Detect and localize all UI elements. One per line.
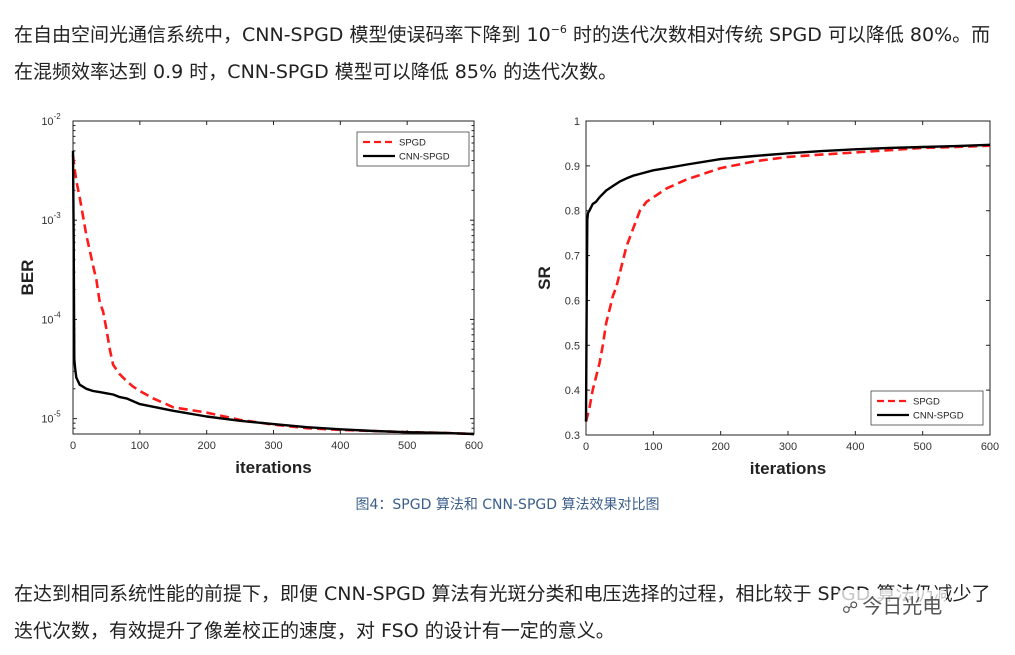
x-tick-label: 500 bbox=[398, 440, 416, 452]
x-axis-label: iterations bbox=[235, 458, 312, 477]
watermark-text: 今日光电 bbox=[862, 594, 943, 618]
y-tick-label: 10-4 bbox=[41, 310, 61, 326]
chart-ber: 0 100 200 300 400 500 600 10-5 10-4 10-3 10-2 itera… bbox=[18, 112, 483, 477]
wechat-icon: ☍ bbox=[842, 598, 859, 617]
x-tick-label: 100 bbox=[644, 441, 662, 453]
x-tick-label: 0 bbox=[583, 441, 589, 453]
y-axis-label: SR bbox=[535, 266, 554, 290]
x-tick-label: 200 bbox=[197, 440, 215, 452]
x-tick-label: 600 bbox=[465, 440, 483, 452]
y-tick-label: 0.3 bbox=[565, 430, 580, 442]
intro-paragraph: 在自由空间光通信系统中，CNN-SPGD 模型使误码率下降到 10−6 时的迭代… bbox=[14, 11, 1004, 91]
y-tick-label: 0.6 bbox=[565, 295, 580, 307]
conclusion-paragraph: 在达到相同系统性能的前提下，即便 CNN-SPGD 算法有光斑分类和电压选择的过… bbox=[14, 583, 991, 642]
intro-text-b: 时的迭代次数相对传统 SPGD 可以降低 80%。而在混频效率达到 0.9 时，… bbox=[14, 24, 991, 83]
y-tick-label: 10-2 bbox=[41, 112, 61, 128]
legend-label: CNN-SPGD bbox=[399, 152, 450, 163]
legend-label: CNN-SPGD bbox=[913, 411, 964, 422]
legend-label: SPGD bbox=[399, 138, 426, 149]
x-tick-label: 300 bbox=[779, 441, 797, 453]
legend-box bbox=[356, 131, 470, 167]
y-tick-label: 0.9 bbox=[565, 161, 580, 173]
legend-box bbox=[870, 390, 984, 426]
comparison-figure: 0 100 200 300 400 500 600 10-5 10-4 10-3 10-2 itera… bbox=[18, 112, 999, 478]
y-tick-label: 0.4 bbox=[565, 385, 580, 397]
legend: SPGD CNN-SPGD bbox=[870, 390, 984, 426]
x-tick-label: 0 bbox=[70, 440, 76, 452]
intro-text-a: 在自由空间光通信系统中，CNN-SPGD 模型使误码率下降到 10 bbox=[14, 24, 551, 46]
x-axis-label: iterations bbox=[750, 459, 827, 478]
watermark: ☍ 今日光电 bbox=[838, 590, 947, 619]
y-tick-label: 1 bbox=[574, 116, 580, 128]
figure-caption: 图4：SPGD 算法和 CNN-SPGD 算法效果对比图 bbox=[355, 497, 660, 513]
series-line-cnn-spgd bbox=[71, 150, 475, 436]
x-tick-label: 300 bbox=[264, 440, 282, 452]
plot-frame bbox=[72, 120, 475, 435]
x-tick-label: 100 bbox=[131, 440, 149, 452]
intro-exponent: −6 bbox=[550, 23, 567, 36]
y-tick-label: 10-3 bbox=[41, 211, 61, 227]
legend-label: SPGD bbox=[913, 397, 940, 408]
chart-sr: 0 100 200 300 400 500 600 0.3 0.4 0.5 0.6 0.7 0.8 0.9… bbox=[535, 116, 999, 478]
y-tick-label: 0.7 bbox=[565, 251, 580, 263]
x-tick-label: 600 bbox=[981, 441, 999, 453]
x-tick-label: 500 bbox=[913, 441, 931, 453]
y-tick-label: 0.8 bbox=[565, 206, 580, 218]
y-tick-label: 0.5 bbox=[565, 340, 580, 352]
y-axis-label: BER bbox=[18, 260, 37, 296]
plot-frame bbox=[585, 120, 991, 436]
legend: SPGD CNN-SPGD bbox=[356, 131, 470, 167]
x-tick-label: 400 bbox=[331, 440, 349, 452]
y-tick-label: 10-5 bbox=[41, 410, 61, 426]
series-line-cnn-spgd bbox=[584, 143, 991, 422]
x-tick-label: 400 bbox=[846, 441, 864, 453]
x-tick-label: 200 bbox=[711, 441, 729, 453]
series-line-spgd bbox=[584, 144, 991, 422]
